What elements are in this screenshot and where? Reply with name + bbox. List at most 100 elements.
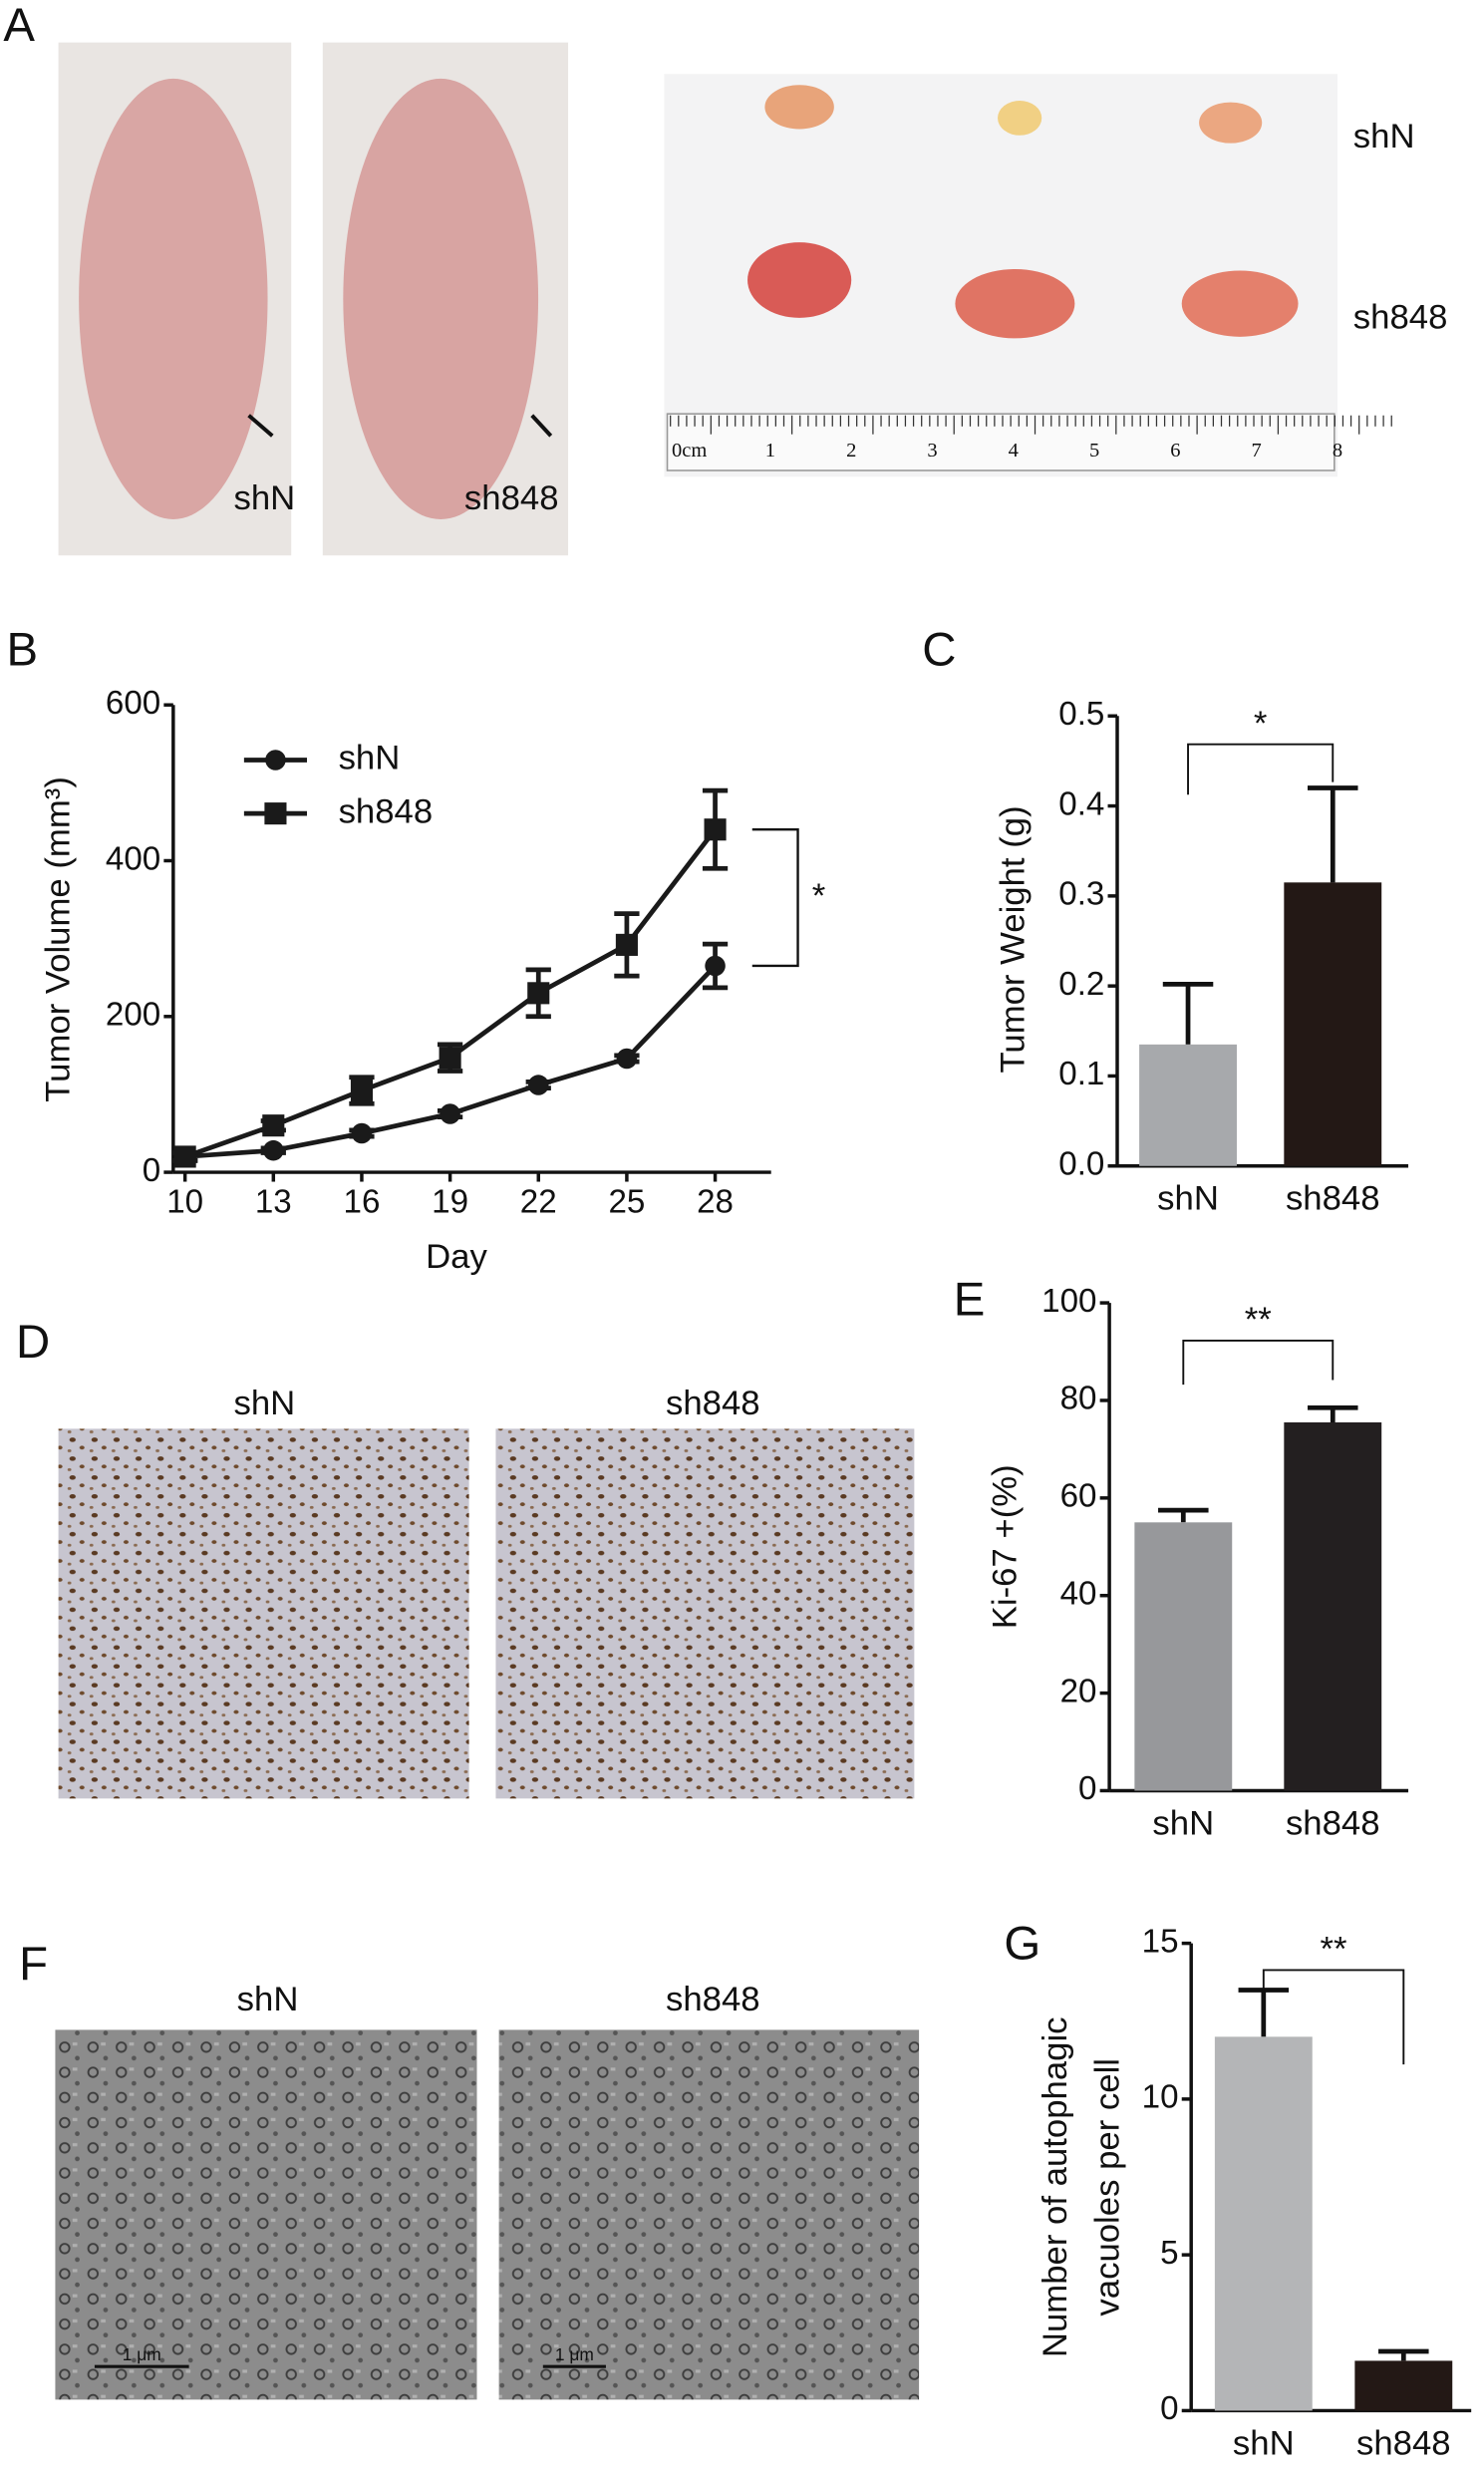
error-bar	[1308, 1404, 1358, 1422]
x-tick-label: 10	[166, 1183, 203, 1220]
ruler-label: 2	[846, 440, 856, 462]
bar	[1214, 2036, 1313, 2411]
significance-bracket	[1187, 743, 1335, 795]
ruler-label: 7	[1252, 440, 1262, 462]
x-tick-label: shN	[1157, 1180, 1219, 1218]
y-axis-label: Tumor Volume (mm³)	[39, 776, 77, 1102]
image-title: sh848	[666, 1385, 760, 1422]
x-tick-label: 19	[432, 1183, 468, 1220]
image-title: shN	[237, 1981, 299, 2018]
mouse-photo	[58, 42, 292, 556]
y-tick-label: 0.1	[1058, 1056, 1104, 1092]
y-tick-label: 10	[1142, 2079, 1179, 2116]
panel-label: D	[16, 1316, 50, 1369]
mouse-photo	[322, 42, 569, 556]
photo-label: sh848	[464, 479, 559, 517]
y-tick-label: 5	[1160, 2235, 1178, 2272]
bar	[1284, 1421, 1382, 1791]
x-tick-label: sh848	[1356, 2424, 1451, 2462]
x-tick-label: 13	[255, 1183, 292, 1220]
ruler-label: 5	[1089, 440, 1099, 462]
y-tick-label: 200	[106, 997, 160, 1034]
ruler-label: 4	[1009, 440, 1019, 462]
y-tick-label: 100	[1041, 1283, 1096, 1320]
marker	[527, 1075, 549, 1095]
significance-label: *	[812, 877, 826, 915]
marker	[704, 818, 727, 841]
x-tick-label: sh848	[1286, 1804, 1380, 1842]
y-tick-label: 0	[1160, 2390, 1178, 2427]
y-tick-label: 20	[1060, 1673, 1097, 1709]
bar	[1354, 2360, 1453, 2411]
marker	[705, 955, 726, 977]
significance-bracket	[751, 828, 799, 968]
marker	[527, 982, 550, 1005]
bar	[1139, 1044, 1237, 1166]
y-axis-label: Tumor Weight (g)	[995, 805, 1033, 1073]
scale-bar-label: 1 μm	[123, 2344, 161, 2364]
marker	[440, 1103, 460, 1124]
legend-label: sh848	[339, 792, 434, 830]
ihc-image	[58, 1428, 469, 1799]
panel-label: F	[19, 1938, 48, 1991]
ihc-image	[495, 1428, 915, 1799]
y-tick-label: 0	[143, 1152, 160, 1189]
error-bar	[1162, 981, 1214, 1045]
marker	[350, 1079, 374, 1102]
y-tick-label: 0.2	[1058, 966, 1104, 1003]
marker	[263, 1139, 284, 1161]
y-tick-label: 0.5	[1058, 696, 1104, 733]
y-axis-label: Number of autophagic	[1037, 2016, 1074, 2357]
x-axis-label: Day	[426, 1238, 487, 1276]
row-label: shN	[1353, 118, 1415, 155]
ruler-label: 8	[1333, 440, 1342, 462]
y-tick-label: 0.0	[1058, 1146, 1104, 1183]
bar	[1134, 1522, 1233, 1791]
y-tick-label: 400	[106, 840, 160, 877]
row-label: sh848	[1353, 299, 1448, 337]
y-axis-label: vacuoles per cell	[1088, 2058, 1126, 2317]
marker	[615, 933, 638, 956]
y-tick-label: 40	[1060, 1575, 1097, 1612]
x-tick-label: shN	[1233, 2424, 1295, 2462]
ruler-label: 6	[1170, 440, 1180, 462]
marker	[173, 1145, 196, 1168]
ruler-label: 0cm	[672, 440, 707, 462]
ruler: 0cm 1 2 3 4 5 6 7 8	[670, 415, 1392, 462]
panel-label: B	[6, 624, 38, 677]
legend-label: shN	[339, 740, 401, 777]
panel-label: A	[3, 0, 35, 52]
tem-image	[498, 2029, 920, 2400]
marker	[351, 1122, 373, 1144]
error-bar	[1158, 1507, 1209, 1523]
marker	[616, 1048, 638, 1070]
image-title: shN	[234, 1385, 296, 1422]
significance-label: *	[1254, 705, 1268, 743]
y-tick-label: 0.4	[1058, 785, 1104, 822]
bar	[1284, 882, 1382, 1166]
significance-bracket	[1262, 1969, 1405, 2065]
x-tick-label: 22	[520, 1183, 557, 1220]
y-tick-label: 0	[1078, 1770, 1096, 1807]
x-tick-label: 25	[608, 1183, 645, 1220]
y-tick-label: 600	[106, 685, 160, 722]
y-tick-label: 15	[1142, 1923, 1179, 1960]
marker	[439, 1047, 461, 1070]
marker	[265, 750, 286, 771]
y-tick-label: 80	[1060, 1381, 1097, 1417]
y-tick-label: 60	[1060, 1478, 1097, 1515]
x-tick-label: 28	[697, 1183, 734, 1220]
image-title: sh848	[666, 1981, 760, 2018]
y-tick-label: 0.3	[1058, 876, 1104, 913]
significance-label: **	[1321, 1931, 1347, 1969]
error-bar	[1308, 785, 1358, 883]
y-axis-label: Ki-67 +(%)	[987, 1464, 1025, 1629]
marker	[262, 1114, 285, 1137]
panel-label: C	[922, 624, 956, 677]
x-tick-label: shN	[1152, 1804, 1214, 1842]
significance-bracket	[1182, 1340, 1335, 1386]
ruler-label: 3	[927, 440, 937, 462]
tumor-photo	[664, 74, 1338, 477]
x-tick-label: 16	[344, 1183, 381, 1220]
